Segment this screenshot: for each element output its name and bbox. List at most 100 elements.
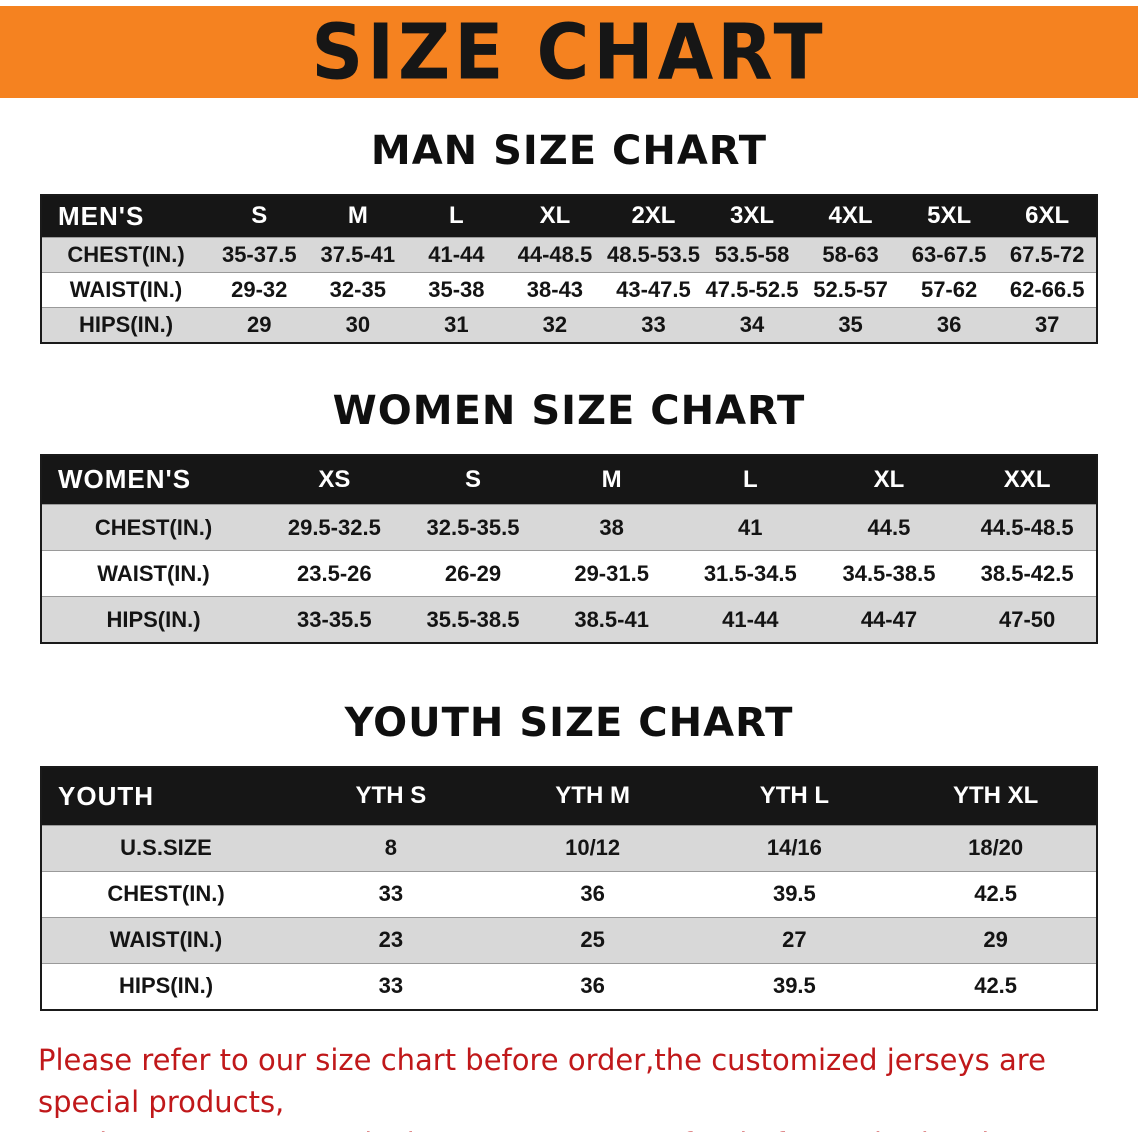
cell-value: 14/16	[693, 824, 896, 871]
youth-size-table: YOUTH YTH S YTH M YTH L YTH XL U.S.SIZE 8 10/12…	[0, 766, 1138, 1011]
cell-value: 37.5-41	[308, 236, 408, 272]
table-row: CHEST(IN.) 35-37.5 37.5-41 41-44 44-48.5 48.5…	[41, 236, 1097, 272]
cell-value: 29-31.5	[542, 550, 681, 597]
table-corner-label: WOMEN'S	[58, 464, 192, 495]
table-corner-label: MEN'S	[58, 200, 145, 231]
column-header: 6XL	[1025, 202, 1070, 230]
column-header: M	[347, 202, 368, 230]
cell-value: 29	[210, 306, 309, 343]
size-table: MEN'S S M L XL 2XL 3XL 4XL 5XL 6XL CHEST(IN.) 35-37…	[40, 194, 1098, 344]
cell-value: 41-44	[680, 596, 820, 643]
cell-value: 39.5	[693, 962, 896, 1010]
cell-value: 32-35	[308, 271, 408, 307]
cell-value: 36	[899, 306, 999, 343]
column-header: S	[464, 465, 481, 493]
cell-value: 30	[308, 306, 408, 343]
column-header: 5XL	[927, 202, 972, 230]
row-label: WAIST(IN.)	[41, 271, 210, 307]
cell-value: 29	[895, 916, 1097, 963]
cell-value: 47-50	[958, 596, 1097, 643]
cell-value: 53.5-58	[702, 236, 802, 272]
youth-size-chart-heading: YOUTH SIZE CHART	[344, 700, 794, 746]
column-header: YTH L	[759, 782, 830, 810]
cell-value: 38	[542, 504, 681, 551]
cell-value: 57-62	[899, 271, 999, 307]
cell-value: 39.5	[693, 870, 896, 917]
cell-value: 48.5-53.5	[604, 236, 703, 272]
column-header: XL	[873, 465, 905, 493]
cell-value: 33-35.5	[265, 596, 404, 643]
column-header: 4XL	[828, 202, 873, 230]
cell-value: 33	[290, 962, 492, 1010]
cell-value: 52.5-57	[801, 271, 900, 307]
cell-value: 42.5	[895, 962, 1097, 1010]
cell-value: 26-29	[403, 550, 543, 597]
cell-value: 34.5-38.5	[819, 550, 959, 597]
cell-value: 25	[491, 916, 694, 963]
table-row: CHEST(IN.) 33 36 39.5 42.5	[41, 870, 1097, 917]
table-row: WAIST(IN.) 23 25 27 29	[41, 916, 1097, 963]
cell-value: 43-47.5	[604, 271, 703, 307]
table-row: CHEST(IN.) 29.5-32.5 32.5-35.5 38 41 44.5 44.5…	[41, 504, 1097, 551]
column-header: YTH S	[355, 782, 427, 810]
cell-value: 63-67.5	[899, 236, 999, 272]
cell-value: 29.5-32.5	[265, 504, 404, 551]
disclaimer-line-2: we don't accept cancel, change, teturn o…	[38, 1123, 1100, 1132]
table-header-row: YOUTH YTH S YTH M YTH L YTH XL	[41, 767, 1097, 825]
size-table: YOUTH YTH S YTH M YTH L YTH XL U.S.SIZE 8 10/12…	[40, 766, 1098, 1011]
row-label: HIPS(IN.)	[41, 306, 210, 343]
cell-value: 35-38	[407, 271, 506, 307]
cell-value: 62-66.5	[998, 271, 1097, 307]
row-label: HIPS(IN.)	[41, 962, 290, 1010]
size-table: WOMEN'S XS S M L XL XXL CHEST(IN.) 29.5-32.5 32.5…	[40, 453, 1098, 644]
row-label: HIPS(IN.)	[41, 596, 265, 643]
cell-value: 67.5-72	[998, 236, 1097, 272]
cell-value: 32	[505, 306, 605, 343]
cell-value: 33	[290, 870, 492, 917]
cell-value: 36	[491, 962, 694, 1010]
column-header: 3XL	[730, 202, 775, 230]
row-label: U.S.SIZE	[41, 824, 290, 871]
table-corner-label: YOUTH	[58, 780, 154, 811]
column-header: 2XL	[631, 202, 676, 230]
row-label: WAIST(IN.)	[41, 550, 265, 597]
size-chart-page: SIZE CHART MAN SIZE CHART MEN'S S M L XL 2XL 3…	[0, 6, 1138, 1132]
table-row: HIPS(IN.) 33-35.5 35.5-38.5 38.5-41 41-44 44-…	[41, 596, 1097, 643]
order-disclaimer: Please refer to our size chart before or…	[38, 1039, 1100, 1132]
column-header: XS	[318, 465, 351, 493]
women-size-chart-heading: WOMEN SIZE CHART	[332, 387, 806, 434]
cell-value: 31	[407, 306, 506, 343]
cell-value: 37	[998, 306, 1097, 343]
cell-value: 44.5	[819, 504, 959, 551]
row-label: WAIST(IN.)	[41, 916, 290, 963]
table-row: WAIST(IN.) 23.5-26 26-29 29-31.5 31.5-34.5 34…	[41, 550, 1097, 597]
cell-value: 29-32	[210, 271, 309, 307]
cell-value: 18/20	[895, 824, 1097, 871]
cell-value: 44-47	[819, 596, 959, 643]
disclaimer-line-1: Please refer to our size chart before or…	[38, 1042, 1046, 1119]
cell-value: 35-37.5	[210, 236, 309, 272]
cell-value: 38-43	[505, 271, 605, 307]
table-row: HIPS(IN.) 29 30 31 32 33 34 35 36 37	[41, 306, 1097, 343]
women-size-table: WOMEN'S XS S M L XL XXL CHEST(IN.) 29.5-32.5 32.5…	[0, 453, 1138, 644]
cell-value: 10/12	[491, 824, 694, 871]
column-header: YTH M	[555, 782, 630, 810]
table-header-row: WOMEN'S XS S M L XL XXL	[41, 454, 1097, 505]
cell-value: 42.5	[895, 870, 1097, 917]
cell-value: 47.5-52.5	[702, 271, 802, 307]
banner-title: SIZE CHART	[311, 7, 827, 97]
cell-value: 38.5-41	[542, 596, 681, 643]
cell-value: 44-48.5	[505, 236, 605, 272]
cell-value: 31.5-34.5	[680, 550, 820, 597]
column-header: L	[742, 465, 758, 493]
table-row: WAIST(IN.) 29-32 32-35 35-38 38-43 43-47.5 47.…	[41, 271, 1097, 307]
column-header: L	[449, 202, 464, 230]
table-row: HIPS(IN.) 33 36 39.5 42.5	[41, 962, 1097, 1010]
table-row: U.S.SIZE 8 10/12 14/16 18/20	[41, 824, 1097, 871]
cell-value: 41-44	[407, 236, 506, 272]
column-header: XL	[539, 202, 571, 230]
table-header-row: MEN'S S M L XL 2XL 3XL 4XL 5XL 6XL	[41, 195, 1097, 237]
row-label: CHEST(IN.)	[41, 870, 290, 917]
cell-value: 41	[680, 504, 820, 551]
cell-value: 36	[491, 870, 694, 917]
